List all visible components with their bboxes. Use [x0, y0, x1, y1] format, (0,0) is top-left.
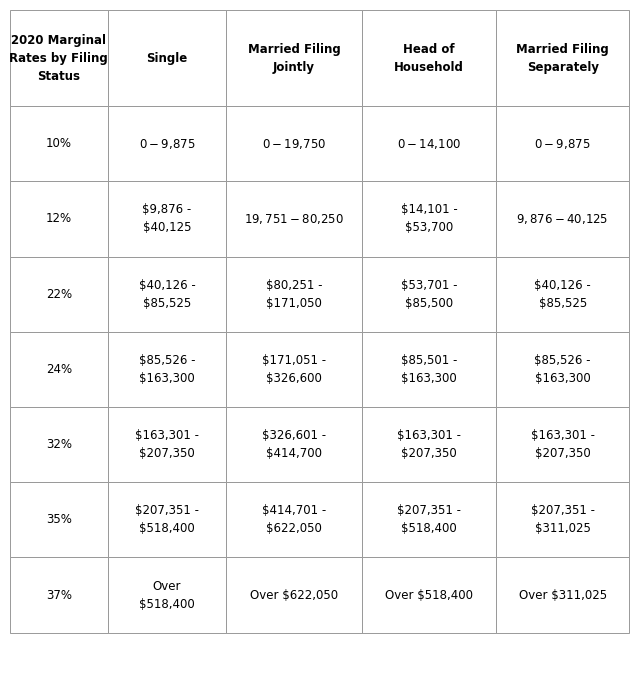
Bar — [496, 256, 629, 332]
Text: $207,351 -
$518,400: $207,351 - $518,400 — [135, 504, 199, 536]
Text: $19,751 - $80,250: $19,751 - $80,250 — [244, 212, 344, 226]
Bar — [226, 106, 362, 181]
Bar — [362, 10, 496, 106]
Bar — [226, 482, 362, 557]
Bar — [108, 256, 226, 332]
Bar — [496, 557, 629, 633]
Bar — [226, 407, 362, 482]
Bar — [362, 557, 496, 633]
Bar — [108, 10, 226, 106]
Text: Over $311,025: Over $311,025 — [519, 588, 606, 602]
Text: $326,601 -
$414,700: $326,601 - $414,700 — [262, 429, 326, 460]
Bar — [496, 106, 629, 181]
Bar — [362, 332, 496, 407]
Text: Head of
Household: Head of Household — [394, 42, 464, 74]
Text: $0 - $14,100: $0 - $14,100 — [397, 137, 461, 150]
Text: Over
$518,400: Over $518,400 — [139, 579, 195, 611]
Bar — [10, 332, 108, 407]
Text: $53,701 -
$85,500: $53,701 - $85,500 — [401, 278, 458, 310]
Bar — [10, 106, 108, 181]
Text: Married Filing
Jointly: Married Filing Jointly — [248, 42, 341, 74]
Bar — [10, 181, 108, 256]
Bar — [108, 106, 226, 181]
Text: $0 - $19,750: $0 - $19,750 — [262, 137, 326, 150]
Text: $80,251 -
$171,050: $80,251 - $171,050 — [266, 278, 322, 310]
Bar — [10, 482, 108, 557]
Bar — [362, 407, 496, 482]
Text: Over $622,050: Over $622,050 — [250, 588, 338, 602]
Bar — [108, 181, 226, 256]
Text: $0 - $9,875: $0 - $9,875 — [534, 137, 591, 150]
Text: $40,126 -
$85,525: $40,126 - $85,525 — [534, 278, 591, 310]
Bar — [108, 332, 226, 407]
Text: 35%: 35% — [46, 513, 72, 527]
Text: $14,101 -
$53,700: $14,101 - $53,700 — [401, 203, 458, 235]
Text: $40,126 -
$85,525: $40,126 - $85,525 — [139, 278, 196, 310]
Bar — [362, 482, 496, 557]
Text: 2020 Marginal
Rates by Filing
Status: 2020 Marginal Rates by Filing Status — [10, 34, 108, 83]
Bar — [362, 256, 496, 332]
Bar — [226, 332, 362, 407]
Text: $163,301 -
$207,350: $163,301 - $207,350 — [530, 429, 595, 460]
Text: $0 - $9,875: $0 - $9,875 — [139, 137, 195, 150]
Text: $171,051 -
$326,600: $171,051 - $326,600 — [262, 354, 326, 385]
Text: Over $518,400: Over $518,400 — [385, 588, 473, 602]
Text: $207,351 -
$518,400: $207,351 - $518,400 — [397, 504, 461, 536]
Bar — [226, 256, 362, 332]
Bar — [108, 482, 226, 557]
Text: $163,301 -
$207,350: $163,301 - $207,350 — [135, 429, 199, 460]
Bar — [108, 407, 226, 482]
Text: Married Filing
Separately: Married Filing Separately — [516, 42, 609, 74]
Bar — [10, 10, 108, 106]
Text: $85,501 -
$163,300: $85,501 - $163,300 — [401, 354, 458, 385]
Text: Single: Single — [146, 51, 188, 65]
Bar — [10, 256, 108, 332]
Text: $9,876 - $40,125: $9,876 - $40,125 — [516, 212, 609, 226]
Bar — [226, 181, 362, 256]
Text: $163,301 -
$207,350: $163,301 - $207,350 — [397, 429, 461, 460]
Bar — [496, 332, 629, 407]
Bar — [496, 10, 629, 106]
Bar — [10, 407, 108, 482]
Text: $85,526 -
$163,300: $85,526 - $163,300 — [139, 354, 195, 385]
Bar — [10, 557, 108, 633]
Text: $9,876 -
$40,125: $9,876 - $40,125 — [142, 203, 192, 235]
Bar — [108, 557, 226, 633]
Bar — [496, 407, 629, 482]
Bar — [362, 181, 496, 256]
Text: $414,701 -
$622,050: $414,701 - $622,050 — [262, 504, 326, 536]
Text: 32%: 32% — [46, 438, 72, 451]
Text: 12%: 12% — [46, 212, 72, 226]
Bar — [362, 106, 496, 181]
Text: $85,526 -
$163,300: $85,526 - $163,300 — [534, 354, 591, 385]
Text: 10%: 10% — [46, 137, 72, 150]
Bar — [226, 557, 362, 633]
Bar — [496, 482, 629, 557]
Bar — [496, 181, 629, 256]
Text: 24%: 24% — [46, 363, 72, 376]
Text: 22%: 22% — [46, 287, 72, 301]
Text: 37%: 37% — [46, 588, 72, 602]
Text: $207,351 -
$311,025: $207,351 - $311,025 — [530, 504, 595, 536]
Bar — [226, 10, 362, 106]
